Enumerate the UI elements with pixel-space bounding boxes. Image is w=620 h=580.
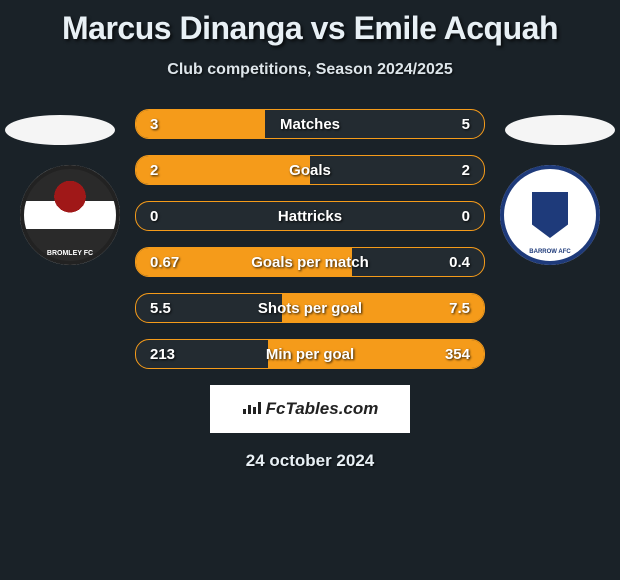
stat-label: Shots per goal <box>136 294 484 322</box>
chart-icon <box>242 399 262 420</box>
stat-row: 22Goals <box>135 155 485 185</box>
player-oval-left <box>5 115 115 145</box>
club-crest-left <box>20 165 120 265</box>
comparison-subtitle: Club competitions, Season 2024/2025 <box>0 61 620 79</box>
stat-row: 0.670.4Goals per match <box>135 247 485 277</box>
stat-row: 35Matches <box>135 109 485 139</box>
comparison-title: Marcus Dinanga vs Emile Acquah <box>0 0 620 47</box>
stat-row: 00Hattricks <box>135 201 485 231</box>
stat-bars: 35Matches 22Goals 00Hattricks 0.670.4Goals … <box>135 109 485 369</box>
comparison-stage: 35Matches 22Goals 00Hattricks 0.670.4Goals … <box>0 109 620 369</box>
bromley-crest-icon <box>20 165 120 265</box>
stat-label: Hattricks <box>136 202 484 230</box>
date-stamp: 24 october 2024 <box>0 451 620 471</box>
stat-row: 213354Min per goal <box>135 339 485 369</box>
club-crest-right <box>500 165 600 265</box>
barrow-crest-icon <box>500 165 600 265</box>
stat-label: Goals <box>136 156 484 184</box>
stat-label: Min per goal <box>136 340 484 368</box>
stat-row: 5.57.5Shots per goal <box>135 293 485 323</box>
branding-badge: FcTables.com <box>210 385 410 433</box>
stat-label: Goals per match <box>136 248 484 276</box>
stat-label: Matches <box>136 110 484 138</box>
player-oval-right <box>505 115 615 145</box>
branding-text: FcTables.com <box>266 399 379 419</box>
